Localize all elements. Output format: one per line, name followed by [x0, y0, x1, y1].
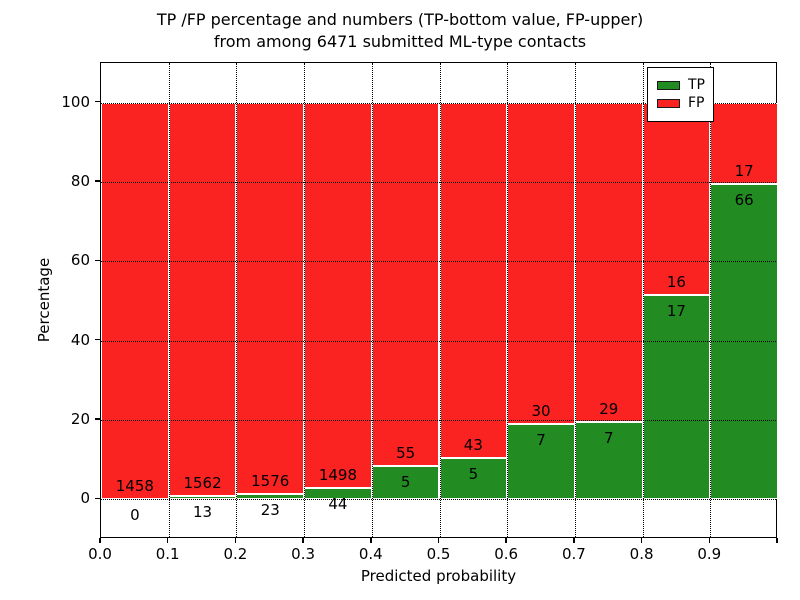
gridline-x-0.6: [507, 63, 509, 537]
x-tick: [166, 538, 169, 543]
gridline-y-60: [101, 261, 776, 263]
bar-fp-0.4-0.5: [371, 102, 440, 467]
plot-inner: 1458 0 1562 13 1576 23 1498 44 55 5 43 5 30 7 29 7 16 17 1…: [101, 63, 778, 537]
bar-fp-0.1-0.2: [168, 102, 237, 497]
x-tick-label: 0.5: [426, 545, 451, 563]
fp-count-label: 29: [599, 400, 619, 419]
y-tick: [95, 100, 100, 103]
x-tick: [99, 538, 101, 543]
x-tick-label: 0.3: [291, 545, 316, 563]
x-tick: [708, 538, 711, 543]
y-tick-label: 0: [80, 489, 90, 508]
gridline-y-40: [101, 340, 776, 342]
bar-tp-0.6-0.7: [507, 424, 575, 500]
x-tick: [573, 538, 575, 543]
tp-count-label: 7: [603, 429, 614, 448]
legend-entry-FP: FP: [657, 95, 705, 111]
chart-title-line1: TP /FP percentage and numbers (TP-bottom…: [156, 10, 644, 29]
fp-count-label: 30: [531, 402, 551, 421]
x-tick: [437, 538, 440, 543]
legend-swatch-TP: [657, 81, 680, 90]
y-tick-label: 80: [70, 172, 90, 190]
legend: TP FP: [647, 67, 714, 122]
bar-tp-0.7-0.8: [574, 422, 643, 500]
tp-count-label: 13: [192, 503, 213, 522]
bar-fp-0.2-0.3: [236, 102, 305, 494]
bar-fp-0.9-1.0: [710, 102, 778, 184]
x-tick: [234, 538, 237, 543]
x-tick: [302, 538, 304, 543]
y-tick: [95, 418, 100, 420]
y-tick-label: 100: [61, 92, 90, 111]
x-tick: [370, 538, 372, 543]
fp-count-label: 1576: [251, 471, 290, 490]
x-tick-label: 0.0: [88, 545, 112, 563]
gridline-x-0.2: [236, 63, 238, 537]
x-tick-label: 0.6: [494, 545, 519, 563]
tp-count-label: 44: [328, 495, 348, 514]
chart-title-line2: from among 6471 submitted ML-type contac…: [213, 32, 587, 51]
fp-count-label: 1458: [115, 477, 154, 496]
bar-fp-0.3-0.4: [304, 102, 372, 489]
bar-fp-0.5-0.6: [439, 102, 508, 458]
x-tick-label: 0.9: [697, 545, 722, 563]
gridline-x-0.8: [642, 63, 644, 537]
x-tick-label: 0.4: [358, 545, 383, 563]
gridline-y-0: [101, 499, 776, 501]
tp-count-label: 66: [734, 190, 754, 209]
gridline-x-0.5: [439, 63, 441, 537]
gridline-x-0.7: [574, 63, 576, 537]
x-tick-label: 0.7: [561, 545, 586, 563]
tp-count-label: 7: [536, 431, 546, 450]
gridline-y-80: [101, 182, 776, 183]
y-tick: [95, 259, 100, 262]
tp-count-label: 23: [260, 500, 280, 519]
fp-count-label: 43: [463, 436, 483, 454]
plot-area: 1458 0 1562 13 1576 23 1498 44 55 5 43 5 30 7 29 7 16 17 1…: [100, 62, 778, 538]
tp-count-label: 5: [468, 465, 479, 483]
x-axis-label: Predicted probability: [360, 567, 517, 585]
y-tick-label: 20: [70, 410, 90, 428]
y-tick-label: 40: [70, 330, 90, 349]
legend-label-TP: TP: [688, 77, 705, 93]
y-tick: [95, 497, 100, 500]
bar-tp-0.4-0.5: [371, 466, 440, 500]
fp-count-label: 1498: [318, 466, 358, 485]
y-tick: [95, 338, 100, 341]
chart-title: TP /FP percentage and numbers (TP-bottom…: [0, 9, 800, 53]
gridline-x-0.3: [304, 63, 306, 537]
fp-count-label: 55: [396, 444, 416, 463]
x-tick-label: 0.1: [155, 545, 180, 563]
bar-fp-0.8-0.9: [642, 102, 711, 295]
x-tick: [776, 538, 778, 543]
fp-count-label: 1562: [183, 474, 222, 493]
tp-count-label: 0: [130, 506, 140, 525]
y-axis-label: Percentage: [35, 257, 53, 343]
fp-count-label: 16: [666, 272, 686, 291]
bar-fp-0.0-0.1: [101, 102, 169, 500]
gridline-x-0.1: [168, 63, 170, 537]
fp-count-label: 17: [734, 161, 754, 180]
gridline-y-20: [101, 420, 776, 421]
x-tick-label: 0.8: [629, 545, 654, 563]
legend-label-FP: FP: [688, 95, 705, 111]
bar-fp-0.6-0.7: [507, 102, 575, 425]
legend-entry-TP: TP: [657, 77, 705, 93]
gridline-x-0.9: [710, 63, 712, 537]
tp-count-label: 5: [400, 473, 411, 492]
x-tick-label: 0.2: [223, 545, 248, 563]
bar-fp-0.7-0.8: [574, 102, 643, 423]
tp-count-label: 17: [666, 301, 686, 320]
legend-swatch-FP: [657, 99, 680, 108]
x-tick: [640, 538, 643, 543]
x-tick: [505, 538, 507, 543]
gridline-x-0.4: [371, 63, 373, 537]
gridline-y-100: [101, 102, 776, 104]
bar-tp-0.8-0.9: [642, 294, 711, 500]
y-tick-label: 60: [70, 251, 90, 270]
y-tick: [95, 180, 100, 182]
